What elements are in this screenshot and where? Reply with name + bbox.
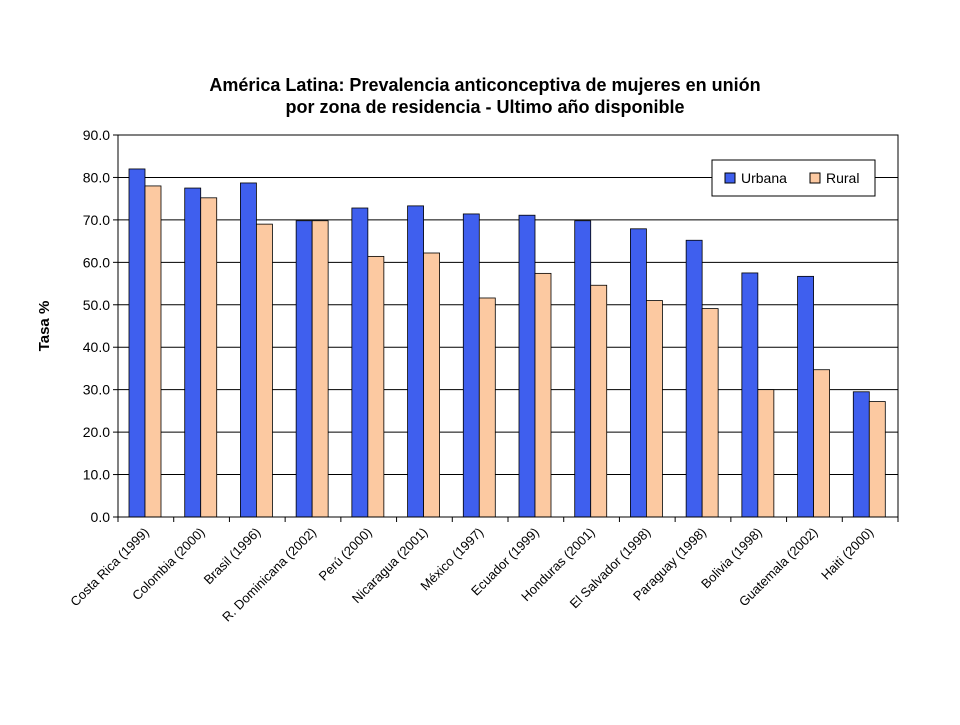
chart-subtitle: por zona de residencia - Ultimo año disp…: [285, 97, 684, 117]
bar-rural: [701, 308, 719, 518]
bar-urbana: [240, 182, 257, 518]
y-axis-ticks: 0.0 10.0 20.0 30.0 40.0 50.0 60.0 70.0 80.0 90.0: [83, 127, 118, 525]
bar-rural: [646, 300, 663, 518]
y-tick-label: 30.0: [83, 382, 110, 398]
legend-box: [711, 159, 876, 197]
legend-label-rural: Rural: [826, 170, 859, 186]
x-axis-labels: Costa Rica (1999)Colombia (2000)Brasil (…: [67, 517, 899, 625]
bar-rural: [256, 223, 273, 518]
y-axis-label: Tasa %: [36, 301, 53, 352]
y-tick-label: 0.0: [91, 509, 111, 525]
bar-urbana: [685, 239, 703, 518]
bar-urbana: [351, 207, 369, 518]
bar-rural: [200, 197, 218, 518]
bar-rural: [590, 284, 608, 518]
y-tick-label: 40.0: [83, 339, 110, 355]
y-tick-label: 50.0: [83, 297, 110, 313]
x-category-label: R. Dominicana (2002): [219, 525, 319, 625]
legend-swatch-rural: [809, 172, 821, 184]
bar-urbana: [574, 220, 592, 518]
y-tick-label: 20.0: [83, 424, 110, 440]
bar-rural: [868, 401, 886, 518]
bar-urbana: [128, 168, 146, 518]
bar-urbana: [741, 272, 759, 518]
bar-rural: [813, 369, 830, 518]
chart-title: América Latina: Prevalencia anticoncepti…: [209, 75, 760, 95]
bar-rural: [144, 185, 162, 518]
bar-urbana: [407, 205, 424, 518]
bar-urbana: [630, 228, 647, 518]
bar-rural: [534, 272, 552, 518]
bar-urbana: [295, 220, 313, 518]
y-tick-label: 60.0: [83, 254, 110, 270]
legend-swatch-urbana: [724, 172, 736, 184]
bar-urbana: [852, 391, 870, 518]
y-tick-label: 90.0: [83, 127, 110, 143]
bar-urbana: [184, 187, 202, 518]
x-category-label: Perú (2000): [316, 525, 375, 584]
y-tick-label: 70.0: [83, 212, 110, 228]
legend-label-urbana: Urbana: [741, 170, 787, 186]
y-tick-label: 10.0: [83, 467, 110, 483]
x-category-label: Haiti (2000): [818, 525, 876, 583]
bar-rural: [478, 297, 496, 518]
bar-urbana: [797, 275, 814, 518]
bars: [128, 168, 886, 518]
y-tick-label: 80.0: [83, 169, 110, 185]
bar-rural: [757, 389, 775, 518]
legend: Urbana Rural: [711, 159, 876, 197]
bar-rural: [311, 220, 329, 518]
bar-urbana: [462, 213, 480, 518]
bar-urbana: [518, 214, 536, 518]
bar-rural: [367, 255, 385, 518]
bar-rural: [423, 252, 440, 518]
